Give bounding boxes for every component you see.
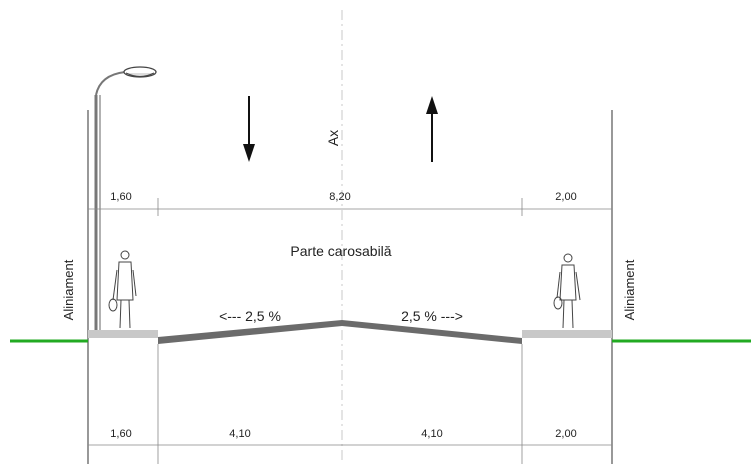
axis-label: Ax: [325, 130, 341, 146]
pavement: [158, 320, 522, 344]
bottom-dim-2: 4,10: [229, 428, 250, 440]
slope-label-left: <--- 2,5 %: [219, 308, 281, 324]
bottom-dim-4: 2,00: [555, 428, 576, 440]
roadway-label: Parte carosabilă: [290, 243, 391, 259]
pedestrian-left-icon: [108, 250, 137, 329]
arrow-up-icon: [426, 96, 438, 162]
alignment-label-right: Aliniament: [622, 259, 637, 320]
street-lamp-icon: [94, 66, 157, 330]
top-dim-3: 2,00: [555, 191, 576, 203]
sidewalk-left: [88, 330, 158, 338]
arrow-down-icon: [243, 96, 255, 162]
top-dimension-line: [88, 198, 612, 216]
bottom-dim-3: 4,10: [421, 428, 442, 440]
top-dim-1: 1,60: [110, 191, 131, 203]
alignment-label-left: Aliniament: [61, 259, 76, 320]
slope-label-right: 2,5 % --->: [401, 308, 463, 324]
top-dim-2: 8,20: [329, 191, 350, 203]
pedestrian-right-icon: [553, 253, 581, 329]
bottom-dim-1: 1,60: [110, 428, 131, 440]
sidewalk-right: [522, 330, 612, 338]
bottom-dimension-line: [88, 344, 612, 464]
